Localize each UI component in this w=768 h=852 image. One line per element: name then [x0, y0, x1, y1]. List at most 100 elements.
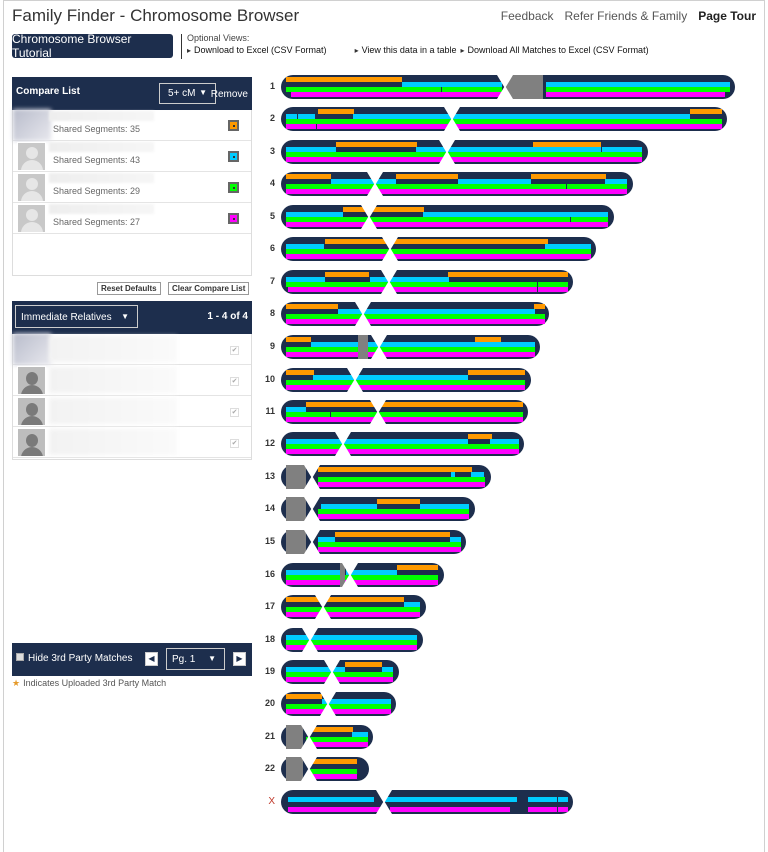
hide-third-party-checkbox[interactable] [16, 653, 24, 661]
cyan-segment [605, 179, 627, 184]
chromosome-X[interactable] [281, 790, 573, 814]
relatives-filter-select[interactable]: Immediate Relatives ▼ [15, 305, 138, 328]
orange-segment [326, 597, 404, 602]
green-segment [442, 87, 502, 92]
chromosome-8[interactable] [281, 302, 549, 326]
orange-segment [396, 174, 458, 179]
refer-friends-link[interactable]: Refer Friends & Family [564, 9, 688, 23]
chromosome-14[interactable] [281, 497, 475, 521]
green-color-swatch[interactable] [228, 182, 239, 193]
chromosome-12[interactable] [281, 432, 524, 456]
relative-row[interactable]: ✔ [13, 427, 251, 458]
green-segment [286, 575, 438, 580]
redacted-name [49, 367, 177, 393]
chromosome-2[interactable] [281, 107, 727, 131]
chromosome-20[interactable] [281, 692, 396, 716]
magenta-segment [286, 449, 519, 454]
chromosome-18[interactable] [281, 628, 423, 652]
centromere-pinch [376, 790, 392, 814]
cyan-segment [318, 537, 335, 542]
chromosome-3[interactable] [281, 140, 648, 164]
centromere-block [286, 757, 303, 781]
chromosome-10[interactable] [281, 368, 531, 392]
centromere-pinch [355, 302, 371, 326]
magenta-segment [538, 287, 568, 292]
page-value: Pg. 1 [172, 654, 196, 665]
cm-threshold-select[interactable]: 5+ cM ▼ [159, 83, 216, 104]
chromosome-16[interactable] [281, 563, 444, 587]
orange-segment [286, 597, 320, 602]
chromosome-22[interactable] [281, 757, 369, 781]
compare-checkbox[interactable]: ✔ [230, 346, 239, 355]
page-tour-link[interactable]: Page Tour [698, 9, 756, 23]
orange-segment [475, 337, 501, 342]
magenta-segment [286, 157, 642, 162]
cyan-segment [352, 732, 368, 737]
cyan-segment [452, 114, 690, 119]
chromosome-21[interactable] [281, 725, 373, 749]
reset-defaults-button[interactable]: Reset Defaults [97, 282, 161, 295]
cyan-segment [286, 439, 468, 444]
orange-color-swatch[interactable] [228, 120, 239, 131]
chromosome-7[interactable] [281, 270, 573, 294]
cyan-segment [451, 472, 455, 477]
prev-page-button[interactable]: ◀ [145, 652, 158, 666]
cyan-segment [286, 277, 325, 282]
chromosome-19[interactable] [281, 660, 399, 684]
chromosome-6[interactable] [281, 237, 596, 261]
chromosome-11[interactable] [281, 400, 528, 424]
view-table-link[interactable]: View this data in a table [355, 45, 457, 55]
cyan-segment [338, 309, 535, 314]
chromosome-17[interactable] [281, 595, 426, 619]
magenta-segment [286, 352, 535, 357]
chromosome-5[interactable] [281, 205, 614, 229]
compare-checkbox[interactable]: ✔ [230, 439, 239, 448]
chromosome-15[interactable] [281, 530, 466, 554]
cyan-color-swatch[interactable] [228, 151, 239, 162]
cyan-segment [420, 504, 469, 509]
compare-list-title: Compare List [16, 86, 80, 97]
magenta-segment [286, 677, 393, 682]
third-party-legend: ★ Indicates Uploaded 3rd Party Match [12, 678, 166, 689]
top-nav: Feedback Refer Friends & Family Page Tou… [501, 9, 756, 23]
tutorial-button[interactable]: Chromosome Browser Tutorial [12, 32, 173, 60]
centromere-pinch [439, 140, 455, 164]
compare-checkbox[interactable]: ✔ [230, 377, 239, 386]
next-page-button[interactable]: ▶ [233, 652, 246, 666]
compare-item: Shared Segments: 29 [13, 172, 251, 203]
centromere-pinch [301, 725, 317, 749]
chromosome-4[interactable] [281, 172, 633, 196]
feedback-link[interactable]: Feedback [500, 9, 554, 23]
centromere-block [286, 465, 306, 489]
download-all-matches-link[interactable]: Download All Matches to Excel (CSV Forma… [460, 45, 649, 55]
relative-row[interactable]: ✔ [13, 365, 251, 396]
orange-segment [343, 207, 366, 212]
avatar [17, 366, 46, 395]
chromosome-13[interactable] [281, 465, 491, 489]
redacted-name [49, 111, 154, 121]
centromere-pinch [381, 270, 397, 294]
magenta-segment [318, 514, 469, 519]
centromere-pinch [320, 692, 336, 716]
centromere-pinch [382, 237, 398, 261]
green-segment [546, 87, 730, 92]
relative-row[interactable]: ✔ [13, 333, 251, 365]
chromosome-9[interactable] [281, 335, 540, 359]
green-segment [286, 217, 570, 222]
avatar [17, 204, 46, 233]
centromere-block [286, 725, 303, 749]
centromere-block [505, 75, 543, 99]
orange-segment [531, 174, 606, 179]
chromosome-1[interactable] [281, 75, 735, 99]
download-excel-link[interactable]: Download to Excel (CSV Format) [187, 45, 327, 55]
cyan-segment [346, 570, 397, 575]
compare-checkbox[interactable]: ✔ [230, 408, 239, 417]
cyan-segment [382, 667, 393, 672]
shared-segments: Shared Segments: 29 [53, 186, 141, 196]
relative-row[interactable]: ✔ [13, 396, 251, 427]
orange-segment [335, 532, 450, 537]
magenta-color-swatch[interactable] [228, 213, 239, 224]
page-select[interactable]: Pg. 1 ▼ [166, 648, 225, 670]
clear-compare-list-button[interactable]: Clear Compare List [168, 282, 250, 295]
